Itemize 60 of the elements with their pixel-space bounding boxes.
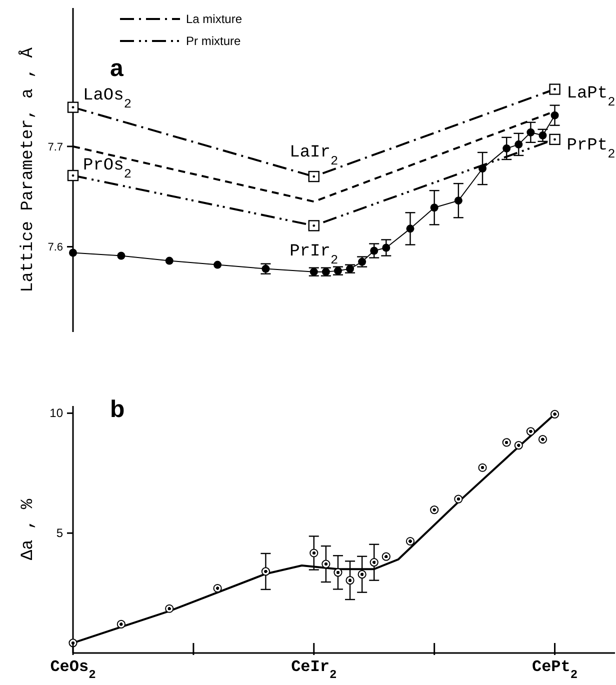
y-tick-label: 7.6 [48, 242, 63, 254]
point [549, 134, 560, 146]
point [213, 584, 222, 593]
annotation: LaOs$_{2}$ [83, 86, 132, 111]
annotation: PrIr$_{2}$ [290, 242, 338, 268]
point [502, 144, 511, 152]
point [550, 111, 559, 120]
point [69, 248, 77, 257]
point [261, 567, 270, 576]
x-tick-label: CePt$_{2}$ [532, 658, 578, 682]
point [478, 463, 487, 472]
point [358, 570, 366, 579]
y-tick-label: 5 [56, 526, 64, 540]
point [406, 536, 415, 546]
point [214, 260, 222, 269]
point [526, 128, 535, 136]
point [116, 620, 126, 629]
point [514, 441, 523, 450]
point [430, 204, 438, 212]
y-tick-label: 7.7 [48, 141, 63, 154]
point [550, 410, 560, 418]
point [322, 560, 330, 568]
legend-label: La mixture [186, 12, 242, 26]
annotation: LaIr$_{2}$ [290, 144, 338, 168]
y-tick-label: 10 [50, 406, 64, 420]
point [549, 84, 560, 95]
point [454, 494, 463, 504]
point [165, 256, 174, 265]
point [346, 576, 354, 585]
y-axis-title: Lattice Parameter, a , Å [18, 46, 38, 292]
y-axis-title: Δa , % [19, 498, 38, 560]
point [334, 568, 342, 577]
point [430, 506, 439, 514]
point [117, 252, 126, 260]
point [308, 220, 320, 232]
annotation: PrPt$_{2}$ [566, 136, 616, 161]
point [370, 246, 378, 255]
x-tick-label: CeIr$_{2}$ [291, 658, 337, 682]
point [454, 196, 462, 205]
point [67, 102, 79, 113]
point [310, 548, 318, 558]
point [382, 552, 390, 561]
point [478, 164, 487, 172]
point [308, 170, 320, 182]
point [382, 244, 390, 252]
point [67, 170, 79, 182]
annotation: PrOs$_{2}$ [83, 156, 132, 182]
legend-label: Pr mixture [186, 34, 241, 48]
x-tick-label: CeOs$_{2}$ [50, 658, 96, 682]
annotation: LaPt$_{2}$ [566, 84, 616, 109]
point [538, 131, 547, 140]
point [526, 427, 535, 436]
point [538, 435, 548, 444]
point [502, 438, 511, 447]
text: a [110, 55, 124, 83]
chart-title: b [110, 396, 125, 424]
point [165, 604, 174, 613]
point [370, 558, 378, 567]
point [514, 140, 523, 148]
point [406, 224, 414, 233]
